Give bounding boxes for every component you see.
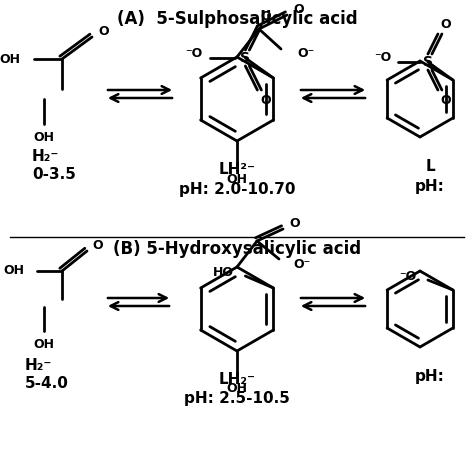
Text: O: O <box>441 93 451 107</box>
Text: LH₂⁻: LH₂⁻ <box>219 372 255 386</box>
Text: O: O <box>260 9 271 22</box>
Text: OH: OH <box>227 173 247 185</box>
Text: O⁻: O⁻ <box>297 46 314 60</box>
Text: pH: 2.5-10.5: pH: 2.5-10.5 <box>184 392 290 407</box>
Text: 0-3.5: 0-3.5 <box>32 166 76 182</box>
Text: O: O <box>441 18 451 30</box>
Text: (B) 5-Hydroxysalicylic acid: (B) 5-Hydroxysalicylic acid <box>113 240 361 258</box>
Text: O: O <box>93 238 103 252</box>
Text: pH:: pH: <box>415 368 445 383</box>
Text: O⁻: O⁻ <box>293 258 310 272</box>
Text: LH²⁻: LH²⁻ <box>219 162 255 176</box>
Text: O: O <box>290 217 301 229</box>
Text: O: O <box>260 93 271 107</box>
Text: S: S <box>423 55 433 69</box>
Text: ⁻O: ⁻O <box>399 270 417 283</box>
Text: 5-4.0: 5-4.0 <box>25 376 69 392</box>
Text: ⁻O: ⁻O <box>374 51 392 64</box>
Text: OH: OH <box>0 53 20 65</box>
Text: HO: HO <box>213 265 234 279</box>
Text: OH: OH <box>3 264 25 277</box>
Text: O: O <box>99 25 109 37</box>
Text: OH: OH <box>34 130 55 144</box>
Text: H₂⁻: H₂⁻ <box>25 358 52 374</box>
Text: (A)  5-Sulphosalicylic acid: (A) 5-Sulphosalicylic acid <box>117 10 357 28</box>
Text: pH:: pH: <box>415 179 445 193</box>
Text: O: O <box>294 2 304 16</box>
Text: OH: OH <box>34 337 55 350</box>
Text: pH: 2.0-10.70: pH: 2.0-10.70 <box>179 182 295 197</box>
Text: L: L <box>425 158 435 173</box>
Text: ⁻O: ⁻O <box>185 46 202 60</box>
Text: OH: OH <box>227 383 247 395</box>
Text: S: S <box>240 51 250 65</box>
Text: H₂⁻: H₂⁻ <box>32 148 59 164</box>
